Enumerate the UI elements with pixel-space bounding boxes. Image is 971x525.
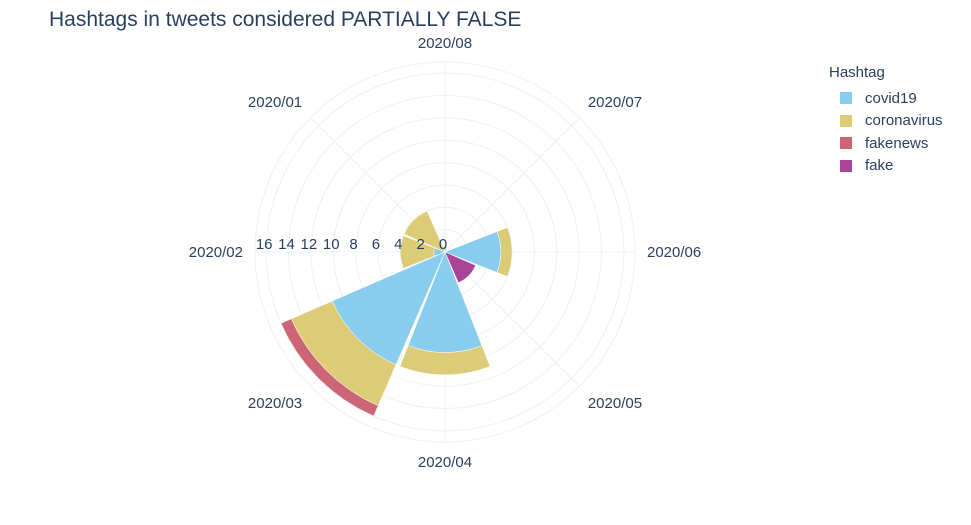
radial-tick-label: 0 — [439, 236, 447, 253]
angular-tick-label: 2020/04 — [418, 454, 472, 471]
radial-tick-label: 16 — [256, 236, 273, 253]
bar-coronavirus — [403, 210, 446, 253]
angular-tick-label: 2020/02 — [189, 244, 243, 261]
angular-tick-label: 2020/05 — [588, 395, 642, 412]
legend-item-coronavirus[interactable]: coronavirus — [829, 110, 943, 133]
bar-coronavirus — [399, 345, 491, 376]
angular-gridline — [444, 117, 580, 253]
legend-item-covid19[interactable]: covid19 — [829, 87, 943, 110]
chart-title: Hashtags in tweets considered PARTIALLY … — [49, 8, 522, 31]
angular-tick-label: 2020/06 — [647, 244, 701, 261]
angular-axis-labels: 2020/06 2020/07 2020/08 2020/01 2020/02 2020/… — [189, 35, 701, 471]
legend-label: fake — [865, 157, 894, 175]
radial-tick-label: 10 — [323, 236, 340, 253]
legend-label: coronavirus — [865, 112, 943, 130]
legend-swatch — [840, 137, 852, 150]
legend: Hashtag covid19 coronavirus fakenews fake — [829, 64, 943, 177]
bar-coronavirus — [400, 235, 435, 269]
polar-bars — [280, 210, 513, 417]
radial-tick-label: 8 — [349, 236, 357, 253]
legend-item-fakenews[interactable]: fakenews — [829, 132, 943, 155]
radial-tick-label: 4 — [394, 236, 402, 253]
radial-tick-label: 12 — [301, 236, 318, 253]
legend-items: covid19 coronavirus fakenews fake — [829, 87, 943, 177]
bar-fakenews — [280, 318, 379, 417]
radial-tick-label: 14 — [278, 236, 295, 253]
legend-label: fakenews — [865, 134, 929, 152]
bar-fake — [444, 251, 477, 284]
angular-tick-label: 2020/08 — [418, 35, 472, 52]
legend-label: covid19 — [865, 89, 917, 107]
legend-swatch — [840, 159, 852, 172]
radial-tick-label: 2 — [416, 236, 424, 253]
angular-tick-label: 2020/07 — [588, 94, 642, 111]
legend-swatch — [840, 114, 852, 127]
angular-tick-label: 2020/01 — [248, 94, 302, 111]
angular-tick-label: 2020/03 — [248, 395, 302, 412]
bar-coronavirus — [496, 227, 513, 277]
legend-title: Hashtag — [829, 64, 885, 81]
legend-item-fake[interactable]: fake — [829, 155, 943, 178]
radial-tick-label: 6 — [372, 236, 380, 253]
legend-swatch — [840, 92, 852, 105]
